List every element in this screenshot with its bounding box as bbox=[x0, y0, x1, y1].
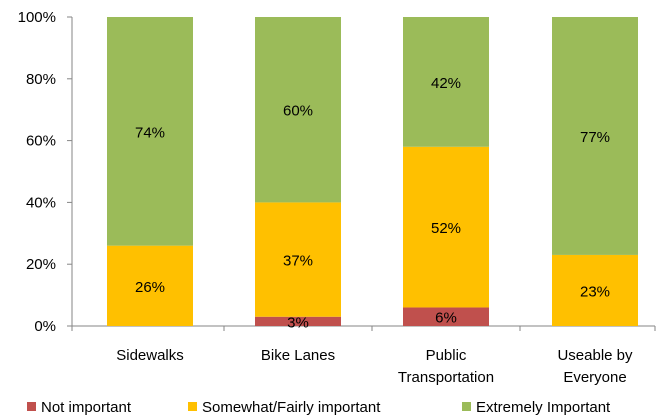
x-category-label-line: Sidewalks bbox=[116, 347, 184, 364]
bar-segment bbox=[552, 254, 638, 326]
legend-item: Not important bbox=[27, 399, 132, 415]
x-category-label: Sidewalks bbox=[116, 347, 184, 364]
legend-item: Somewhat/Fairly important bbox=[188, 399, 381, 415]
data-label: 42% bbox=[431, 75, 461, 92]
y-tick-label: 60% bbox=[26, 133, 56, 150]
legend-item: Extremely Important bbox=[462, 399, 611, 415]
data-label: 23% bbox=[580, 283, 610, 300]
legend: Not important Somewhat/Fairly important Ex… bbox=[27, 399, 611, 415]
legend-label: Somewhat/Fairly important bbox=[202, 399, 381, 415]
x-category-label: Public Transportation bbox=[398, 347, 494, 386]
data-label: 37% bbox=[283, 253, 313, 270]
bar-segment bbox=[403, 146, 489, 308]
y-tick-label: 20% bbox=[26, 256, 56, 273]
data-label: 52% bbox=[431, 220, 461, 237]
data-label: 60% bbox=[283, 103, 313, 120]
bar-segment bbox=[403, 17, 489, 147]
y-tick-label: 0% bbox=[34, 318, 56, 335]
x-category-label-line: Public bbox=[426, 347, 467, 364]
bars bbox=[107, 17, 638, 326]
legend-swatch bbox=[462, 402, 471, 411]
data-label: 77% bbox=[580, 129, 610, 146]
bar-segment bbox=[552, 17, 638, 255]
x-category-label-line: Everyone bbox=[563, 369, 626, 386]
data-label: 26% bbox=[135, 279, 165, 296]
axes: 0% 20% 40% 60% 80% 100% Sidewalks Bike Lanes Pub… bbox=[18, 9, 656, 386]
bar-segment bbox=[255, 316, 341, 326]
x-category-label-line: Transportation bbox=[398, 369, 494, 386]
bar-segment bbox=[107, 17, 193, 246]
legend-label: Extremely Important bbox=[476, 399, 611, 415]
y-tick-label: 100% bbox=[18, 9, 56, 26]
data-label: 3% bbox=[287, 314, 309, 331]
data-label: 6% bbox=[435, 310, 457, 327]
x-category-label-line: Bike Lanes bbox=[261, 347, 335, 364]
legend-swatch bbox=[188, 402, 197, 411]
bar-segment bbox=[403, 307, 489, 326]
y-tick-label: 80% bbox=[26, 71, 56, 88]
x-category-label: Bike Lanes bbox=[261, 347, 335, 364]
bar-segment bbox=[255, 17, 341, 203]
data-label: 74% bbox=[135, 124, 165, 141]
data-labels: 26% 74% 3% 37% 60% 6% 52% 42% 23% 77% bbox=[135, 75, 610, 331]
legend-swatch bbox=[27, 402, 36, 411]
x-category-label: Useable by Everyone bbox=[557, 347, 633, 386]
bar-segment bbox=[107, 245, 193, 326]
legend-label: Not important bbox=[41, 399, 132, 415]
bar-segment bbox=[255, 202, 341, 317]
y-tick-label: 40% bbox=[26, 194, 56, 211]
x-category-label-line: Useable by bbox=[557, 347, 633, 364]
